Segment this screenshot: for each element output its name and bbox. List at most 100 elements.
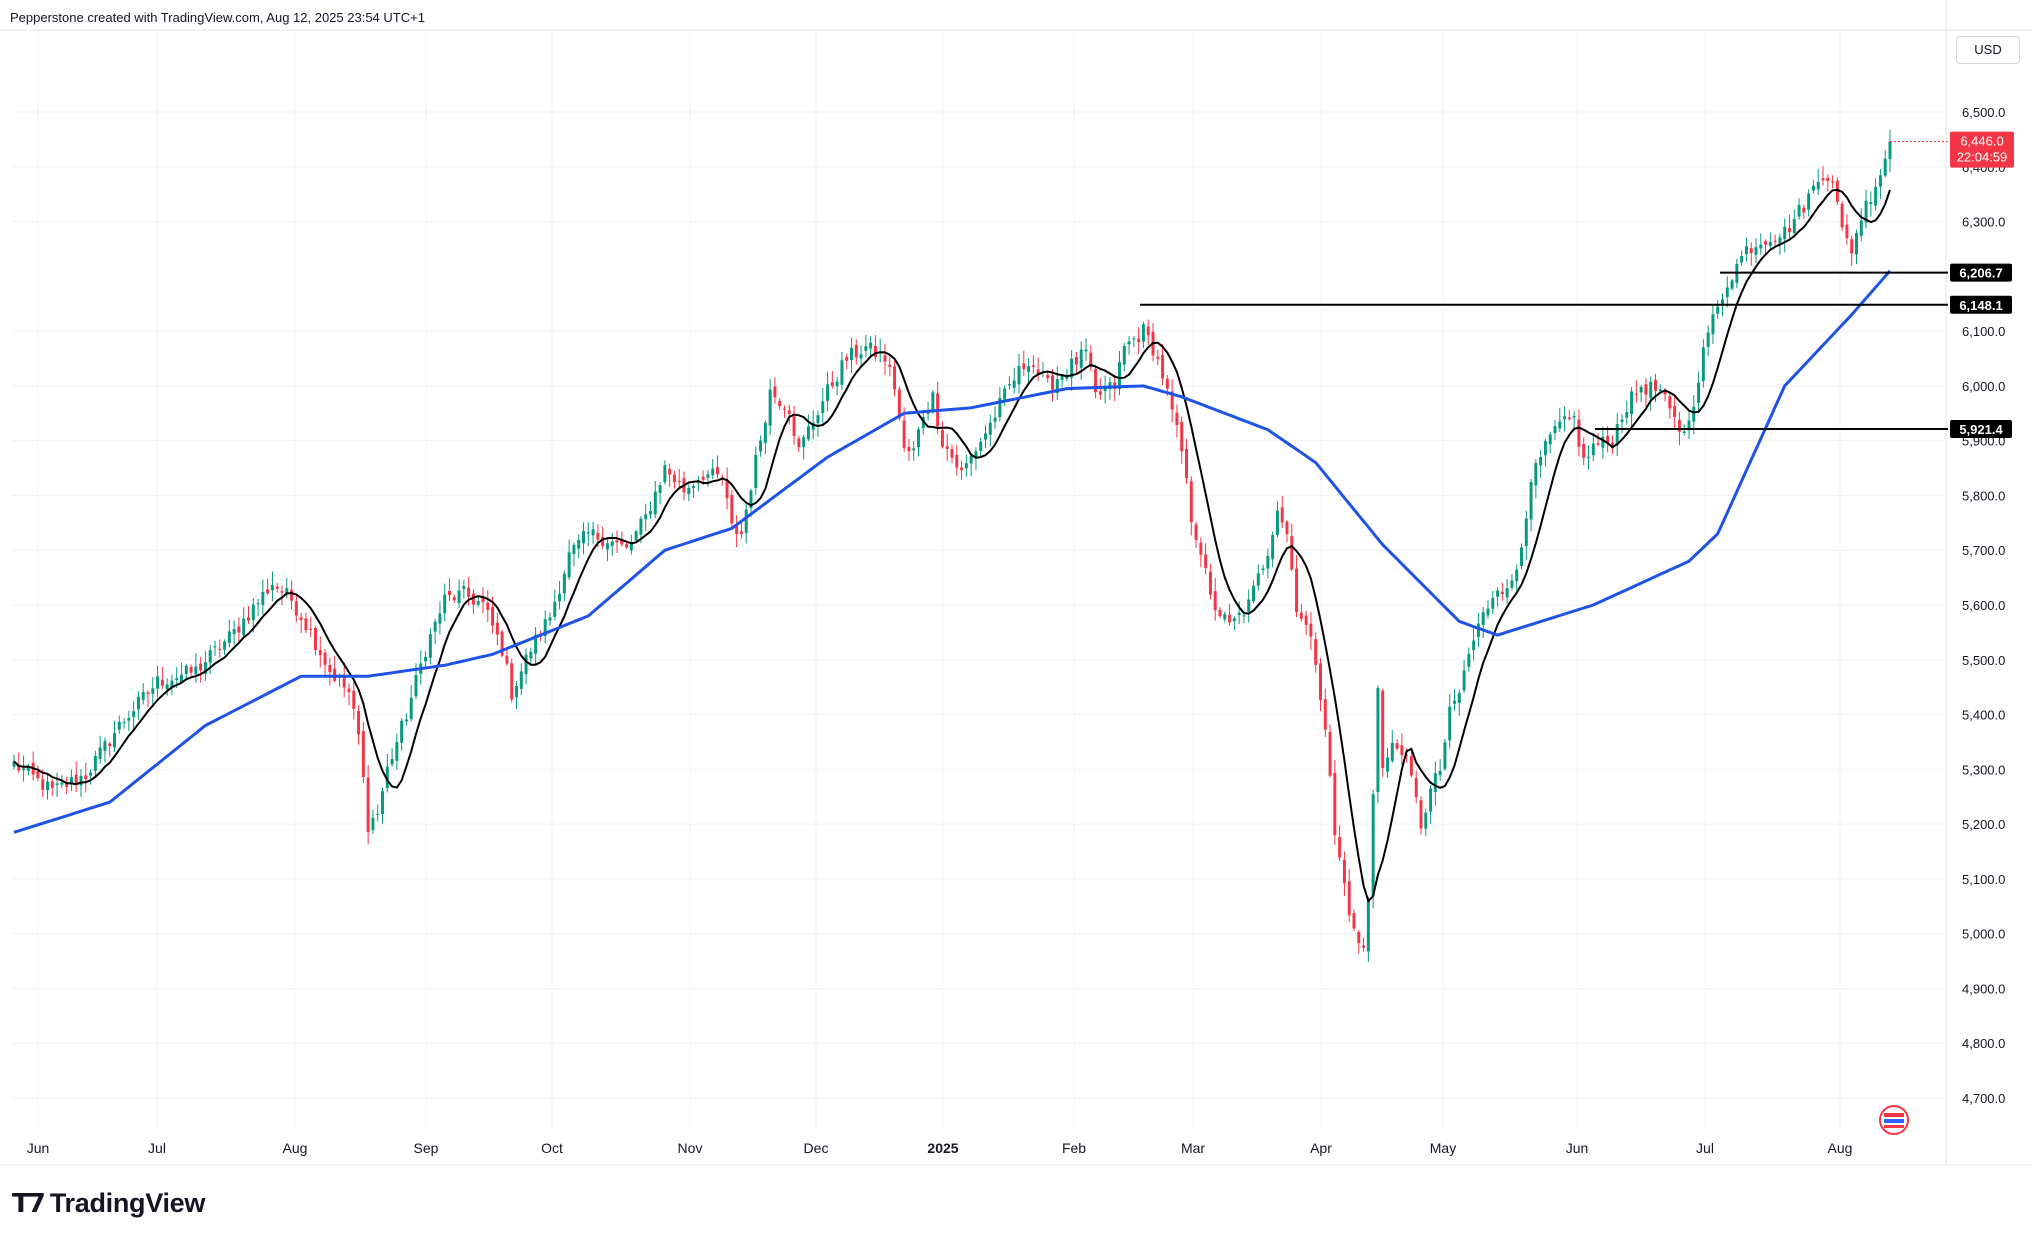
time-tick-label: May (1430, 1140, 1456, 1156)
candle-body (1510, 580, 1514, 588)
candle-body (1472, 640, 1476, 651)
candle-body (1036, 369, 1040, 374)
candle-body (1548, 434, 1552, 445)
candle-body (1725, 287, 1729, 298)
flag-icon[interactable] (1879, 1105, 1909, 1135)
candle-body (93, 755, 97, 771)
candle-body (1017, 365, 1021, 385)
candle-body (180, 674, 183, 683)
candle-body (46, 781, 49, 791)
candle-body (668, 468, 672, 475)
candle-body (117, 721, 121, 730)
candle-body (773, 386, 777, 398)
candle-body (69, 777, 73, 785)
candle-body (653, 491, 657, 515)
candle-body (223, 641, 227, 650)
price-tick-label: 5,300.0 (1962, 762, 2005, 777)
candle-body (1668, 396, 1672, 409)
currency-selector[interactable]: USD (1956, 36, 2020, 64)
candle-body (1663, 390, 1667, 395)
candle-body (1802, 207, 1806, 213)
candle-body (285, 588, 289, 594)
candle-body (79, 775, 83, 786)
candle-body (749, 490, 753, 509)
horizontal-levels[interactable] (1140, 271, 1948, 430)
candle-body (1180, 421, 1184, 452)
candle-body (1170, 391, 1174, 410)
candle-body (797, 438, 801, 448)
candle-body (26, 765, 30, 771)
candle-body (103, 740, 107, 751)
candle-body (1677, 419, 1681, 432)
candle-body (1716, 306, 1720, 314)
candle-body (443, 594, 447, 614)
candle-body (869, 342, 873, 349)
candle-body (1022, 363, 1026, 370)
candle-body (553, 602, 557, 617)
candle-body (1682, 431, 1686, 434)
candle-body (309, 628, 313, 630)
price-tick-label: 6,100.0 (1962, 324, 2005, 339)
candle-body (232, 629, 236, 634)
candle-body (1252, 585, 1255, 602)
candle-body (960, 467, 964, 471)
candle-body (12, 761, 16, 767)
candle-body (1687, 420, 1691, 431)
candle-body (1500, 591, 1504, 595)
candle-body (1051, 375, 1054, 390)
candle-body (1074, 357, 1078, 365)
candle-body (768, 389, 772, 426)
candle-body (1266, 555, 1270, 569)
candle-body (1328, 731, 1332, 776)
candle-body (984, 433, 987, 440)
candle-body (328, 665, 332, 673)
candle-body (1007, 384, 1011, 386)
candle-body (55, 783, 59, 785)
time-axis[interactable]: Jun Jul Aug Sep Oct Nov Dec 2025 Feb Mar Apr May Jun… (27, 1140, 1853, 1156)
candle-body (873, 345, 877, 358)
candle-body (213, 646, 217, 648)
candle-body (988, 422, 992, 435)
candle-body (893, 366, 897, 390)
candle-body (964, 463, 968, 469)
candle-body (950, 449, 954, 458)
candle-body (778, 400, 782, 407)
candle-body (1529, 482, 1533, 520)
time-tick-label: 2025 (927, 1140, 958, 1156)
candle-body (299, 617, 303, 621)
price-tick-label: 5,200.0 (1962, 817, 2005, 832)
price-axis[interactable]: 6,500.06,400.06,300.06,100.06,000.05,900… (1962, 105, 2005, 1106)
candle-body (261, 592, 265, 605)
candle-body (1046, 374, 1050, 379)
candle-body (194, 666, 198, 674)
candle-body (1491, 597, 1495, 609)
candle-body (1084, 349, 1088, 352)
price-tick-label: 6,000.0 (1962, 379, 2005, 394)
candle-body (1366, 898, 1370, 952)
candle-body (859, 354, 863, 359)
time-tick-label: Aug (283, 1140, 308, 1156)
candle-body (1543, 441, 1547, 456)
candle-body (452, 597, 456, 601)
candle-body (1855, 232, 1858, 255)
candle-body (1165, 378, 1169, 389)
candle-body (1520, 547, 1523, 566)
candle-body (524, 654, 528, 675)
time-tick-label: Feb (1062, 1140, 1086, 1156)
candle-body (687, 487, 691, 495)
candle-body (1314, 639, 1318, 665)
time-tick-label: Sep (414, 1140, 439, 1156)
candle-body (486, 602, 490, 611)
candle-body (744, 509, 748, 533)
candle-body (1338, 837, 1342, 858)
candle-body (165, 684, 169, 690)
candle-body (706, 474, 710, 478)
candle-body (481, 597, 485, 603)
candle-body (883, 355, 887, 362)
candle-body (1486, 608, 1490, 616)
candle-body (428, 634, 432, 658)
candle-body (505, 655, 509, 664)
candle-body (36, 771, 40, 779)
candle-body (1711, 314, 1715, 335)
